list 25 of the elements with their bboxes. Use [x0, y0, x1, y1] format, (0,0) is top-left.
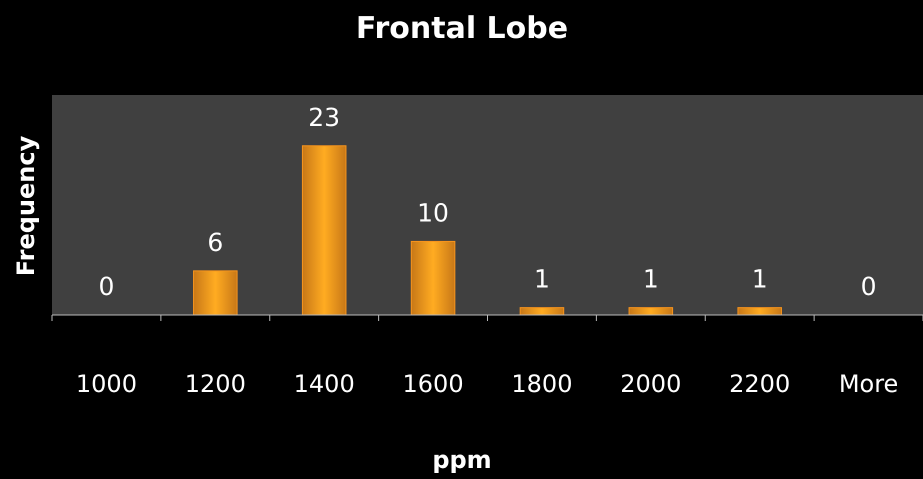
data-label: 1 — [534, 264, 550, 294]
data-label: 0 — [98, 272, 114, 301]
x-tick-label: 1400 — [294, 370, 355, 398]
x-tick-label: 1800 — [511, 370, 572, 398]
bar — [628, 307, 674, 316]
bar — [410, 240, 456, 316]
data-label: 23 — [308, 102, 340, 132]
bar — [302, 145, 346, 316]
chart-title: Frontal Lobe — [356, 11, 568, 46]
y-axis-title: Frequency — [12, 135, 40, 276]
data-label: 1 — [642, 264, 659, 294]
bar — [737, 307, 782, 316]
x-axis-title: ppm — [432, 446, 492, 474]
data-label: 6 — [207, 228, 224, 257]
data-label: 0 — [860, 272, 877, 301]
data-label: 1 — [752, 264, 768, 294]
x-tick-label: 2000 — [620, 370, 682, 398]
x-tick-label: 1600 — [402, 370, 464, 398]
bar — [520, 307, 564, 316]
bar — [193, 270, 238, 316]
x-tick-label: 1000 — [76, 370, 137, 398]
x-tick-label: 1200 — [184, 370, 246, 398]
x-tick-label: 2200 — [729, 370, 790, 398]
x-tick-label: More — [838, 370, 898, 398]
data-label: 10 — [417, 198, 449, 228]
